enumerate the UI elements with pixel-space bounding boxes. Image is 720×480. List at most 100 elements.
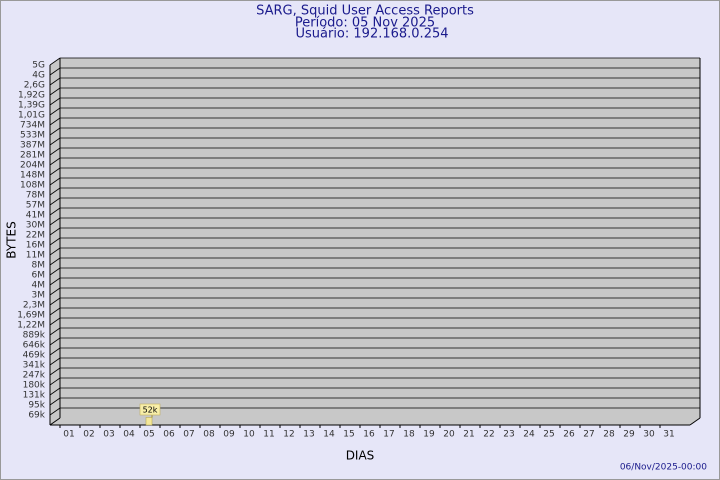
grid-line xyxy=(49,347,61,356)
x-tick-label: 16 xyxy=(363,430,375,440)
y-tick-label: 6M xyxy=(32,271,46,281)
y-tick-label: 4M xyxy=(32,281,46,291)
grid-line xyxy=(49,367,61,376)
subtitle: Usuário: 192.168.0.254 xyxy=(295,27,448,42)
y-tick-label: 247k xyxy=(23,371,46,381)
grid-line xyxy=(49,127,61,136)
y-tick-label: 22M xyxy=(26,231,45,241)
y-tick-label: 1,39G xyxy=(18,101,45,111)
y-tick-label: 387M xyxy=(20,141,45,151)
x-tick-label: 31 xyxy=(663,430,674,440)
x-tick-label: 07 xyxy=(183,430,194,440)
y-tick-label: 1,01G xyxy=(18,111,45,121)
y-tick-label: 78M xyxy=(26,191,45,201)
y-tick-label: 469k xyxy=(23,351,46,361)
y-tick-label: 11M xyxy=(26,251,45,261)
x-tick-label: 03 xyxy=(103,430,114,440)
grid-line xyxy=(49,137,61,146)
chart-title: SARG, Squid User Access Reports xyxy=(256,4,474,19)
y-tick-label: 4G xyxy=(32,71,45,81)
x-tick-label: 15 xyxy=(343,430,354,440)
y-tick-label: 8M xyxy=(32,261,46,271)
footer: 06/Nov/2025-00:00 xyxy=(620,463,707,473)
grid-line xyxy=(49,107,61,116)
y-tick-label: 2,3M xyxy=(23,301,45,311)
x-axis-label: DIAS xyxy=(346,449,375,463)
grid-line xyxy=(49,87,61,96)
x-tick-label: 10 xyxy=(243,430,255,440)
y-tick-label: 41M xyxy=(26,211,45,221)
y-tick-label: 281M xyxy=(20,151,45,161)
x-tick-label: 01 xyxy=(63,430,74,440)
y-tick-label: 533M xyxy=(20,131,45,141)
x-tick-label: 21 xyxy=(463,430,474,440)
y-tick-label: 108M xyxy=(20,181,45,191)
grid-line xyxy=(49,297,61,306)
x-tick-label: 13 xyxy=(303,430,314,440)
grid-line xyxy=(49,387,61,396)
grid-line xyxy=(49,217,61,226)
y-tick-label: 1,22M xyxy=(17,321,45,331)
y-tick-label: 1,69M xyxy=(17,311,45,321)
axis xyxy=(689,417,701,426)
grid-line xyxy=(49,357,61,366)
plot-area xyxy=(50,58,700,425)
x-tick-label: 08 xyxy=(203,430,215,440)
x-tick-label: 17 xyxy=(383,430,394,440)
x-tick-label: 24 xyxy=(523,430,535,440)
y-axis-label: BYTES xyxy=(5,221,19,258)
x-tick-label: 05 xyxy=(143,430,154,440)
axis xyxy=(49,417,61,426)
grid-line xyxy=(49,277,61,286)
value-label-box xyxy=(139,403,161,416)
x-tick-label: 04 xyxy=(123,430,135,440)
y-tick-label: 734M xyxy=(20,121,45,131)
x-tick-label: 11 xyxy=(263,430,274,440)
y-tick-label: 131k xyxy=(23,391,46,401)
x-tick-label: 25 xyxy=(543,430,554,440)
bar xyxy=(145,417,153,426)
grid-line xyxy=(49,197,61,206)
grid-line xyxy=(49,317,61,326)
grid-line xyxy=(49,117,61,126)
x-tick-label: 14 xyxy=(323,430,335,440)
y-tick-label: 646k xyxy=(23,341,46,351)
y-tick-label: 341k xyxy=(23,361,46,371)
grid-line xyxy=(49,237,61,246)
x-tick-label: 27 xyxy=(583,430,594,440)
x-tick-label: 19 xyxy=(423,430,435,440)
y-tick-label: 3M xyxy=(32,291,46,301)
value-label: 52k xyxy=(143,406,158,415)
x-tick-label: 29 xyxy=(623,430,635,440)
y-tick-label: 69k xyxy=(28,411,45,421)
x-tick-label: 18 xyxy=(403,430,415,440)
grid-line xyxy=(49,227,61,236)
grid-line xyxy=(49,147,61,156)
grid-line xyxy=(49,77,61,86)
grid-line xyxy=(49,377,61,386)
x-tick-label: 20 xyxy=(443,430,455,440)
grid-line xyxy=(49,307,61,316)
x-tick-label: 02 xyxy=(83,430,94,440)
y-tick-label: 57M xyxy=(26,201,45,211)
x-tick-label: 23 xyxy=(503,430,514,440)
y-tick-label: 5G xyxy=(32,61,45,71)
y-tick-label: 16M xyxy=(26,241,45,251)
x-tick-label: 06 xyxy=(163,430,175,440)
y-tick-label: 148M xyxy=(20,171,45,181)
grid-line xyxy=(49,157,61,166)
y-tick-label: 95k xyxy=(28,401,45,411)
grid-line xyxy=(49,187,61,196)
subtitle: Período: 05 Nov 2025 xyxy=(295,16,435,31)
x-tick-label: 26 xyxy=(563,430,575,440)
y-tick-label: 2,6G xyxy=(24,81,45,91)
y-tick-label: 204M xyxy=(20,161,45,171)
x-tick-label: 30 xyxy=(643,430,655,440)
grid-line xyxy=(49,287,61,296)
grid-line xyxy=(49,177,61,186)
grid-line xyxy=(49,97,61,106)
y-tick-label: 30M xyxy=(26,221,45,231)
grid-line xyxy=(49,67,61,76)
x-tick-label: 09 xyxy=(223,430,235,440)
